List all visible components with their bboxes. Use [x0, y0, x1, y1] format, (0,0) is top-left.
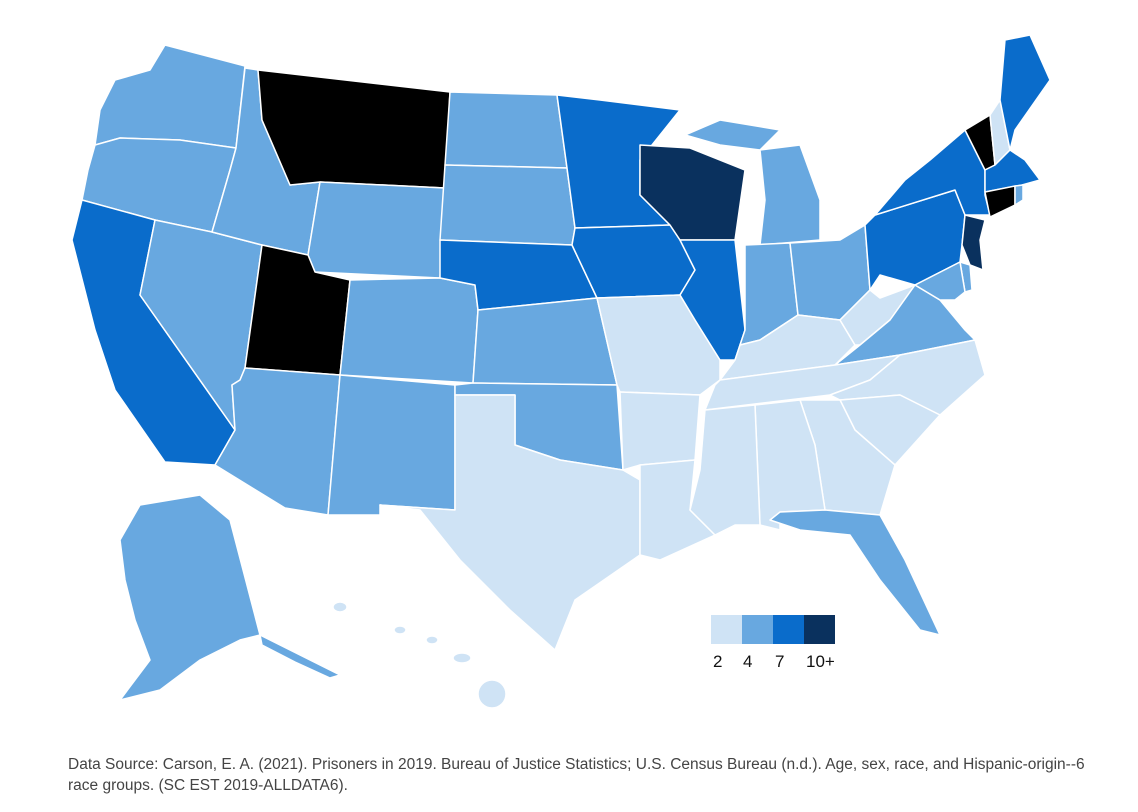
state-ak [259, 634, 341, 679]
state-hi [452, 652, 472, 664]
legend-swatch-4 [742, 615, 773, 644]
legend-label: 10+ [806, 652, 835, 671]
state-md [914, 261, 966, 301]
data-source-note: Data Source: Carson, E. A. (2021). Priso… [68, 756, 1085, 794]
state-hi [393, 625, 407, 635]
state-c [984, 185, 1016, 218]
state-la [639, 459, 716, 561]
state-wa [94, 44, 246, 149]
state-me [999, 34, 1051, 151]
state-ar [619, 391, 701, 471]
state-m [257, 69, 451, 189]
state-nm [327, 374, 456, 516]
us-choropleth-map [71, 34, 1051, 709]
legend-label: 4 [743, 652, 753, 671]
state-mi [684, 119, 781, 151]
state-hi [332, 601, 348, 613]
state-nd [444, 91, 568, 169]
legend-label: 7 [775, 652, 785, 671]
state-sd [439, 164, 576, 246]
state-ri [1014, 184, 1024, 206]
state-il [679, 239, 746, 361]
legend-swatch-2 [711, 615, 742, 644]
state-hi [425, 635, 439, 645]
state-mi [759, 144, 821, 246]
legend-label: 2 [713, 652, 723, 671]
state-ak [119, 494, 261, 701]
legend-swatch-7 [773, 615, 804, 644]
legend: 2 4 7 10+ [711, 615, 835, 676]
state-wy [307, 181, 446, 279]
legend-swatch-10-plus [804, 615, 835, 644]
state-fl [769, 509, 941, 636]
state-nj [961, 214, 986, 271]
state-co [339, 277, 479, 384]
state-hi [477, 679, 507, 709]
state-tx [379, 394, 641, 651]
state-ms [689, 404, 761, 536]
state-ks [472, 297, 618, 386]
state-az [214, 367, 341, 516]
